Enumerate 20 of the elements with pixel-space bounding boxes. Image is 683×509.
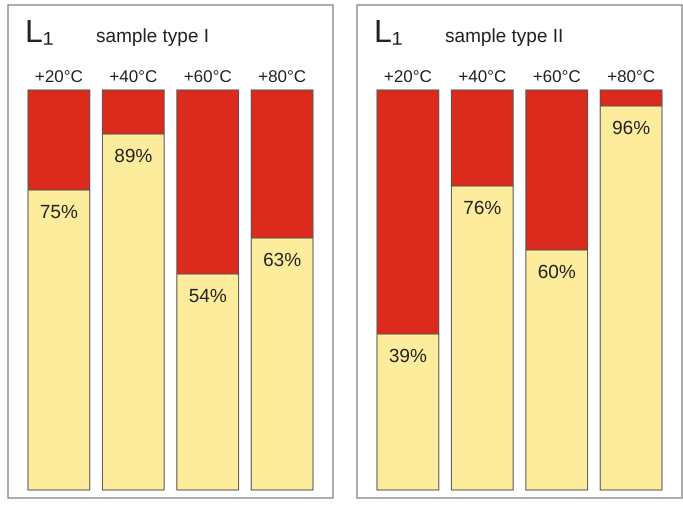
data-label: 39% xyxy=(388,346,427,367)
x-tick-label: +40°C xyxy=(109,67,158,86)
x-tick-label: +80°C xyxy=(258,67,306,86)
data-label: 75% xyxy=(40,202,78,223)
chart-title: L₁ xyxy=(374,13,403,49)
data-label: 54% xyxy=(188,286,227,307)
data-label: 60% xyxy=(538,262,576,283)
data-label: 76% xyxy=(463,198,502,219)
x-tick-label: +80°C xyxy=(607,67,656,86)
data-label: 63% xyxy=(263,250,302,271)
x-tick-label: +20°C xyxy=(34,67,83,86)
chart-subtitle: sample type II xyxy=(445,26,564,47)
chart-title: L₁ xyxy=(25,13,54,49)
x-tick-label: +60°C xyxy=(532,67,581,86)
data-label: 89% xyxy=(114,146,152,167)
x-tick-label: +40°C xyxy=(458,67,506,86)
data-label: 96% xyxy=(612,118,650,139)
x-tick-label: +20°C xyxy=(384,67,432,86)
x-tick-label: +60°C xyxy=(184,67,232,86)
chart-subtitle: sample type I xyxy=(96,26,209,47)
